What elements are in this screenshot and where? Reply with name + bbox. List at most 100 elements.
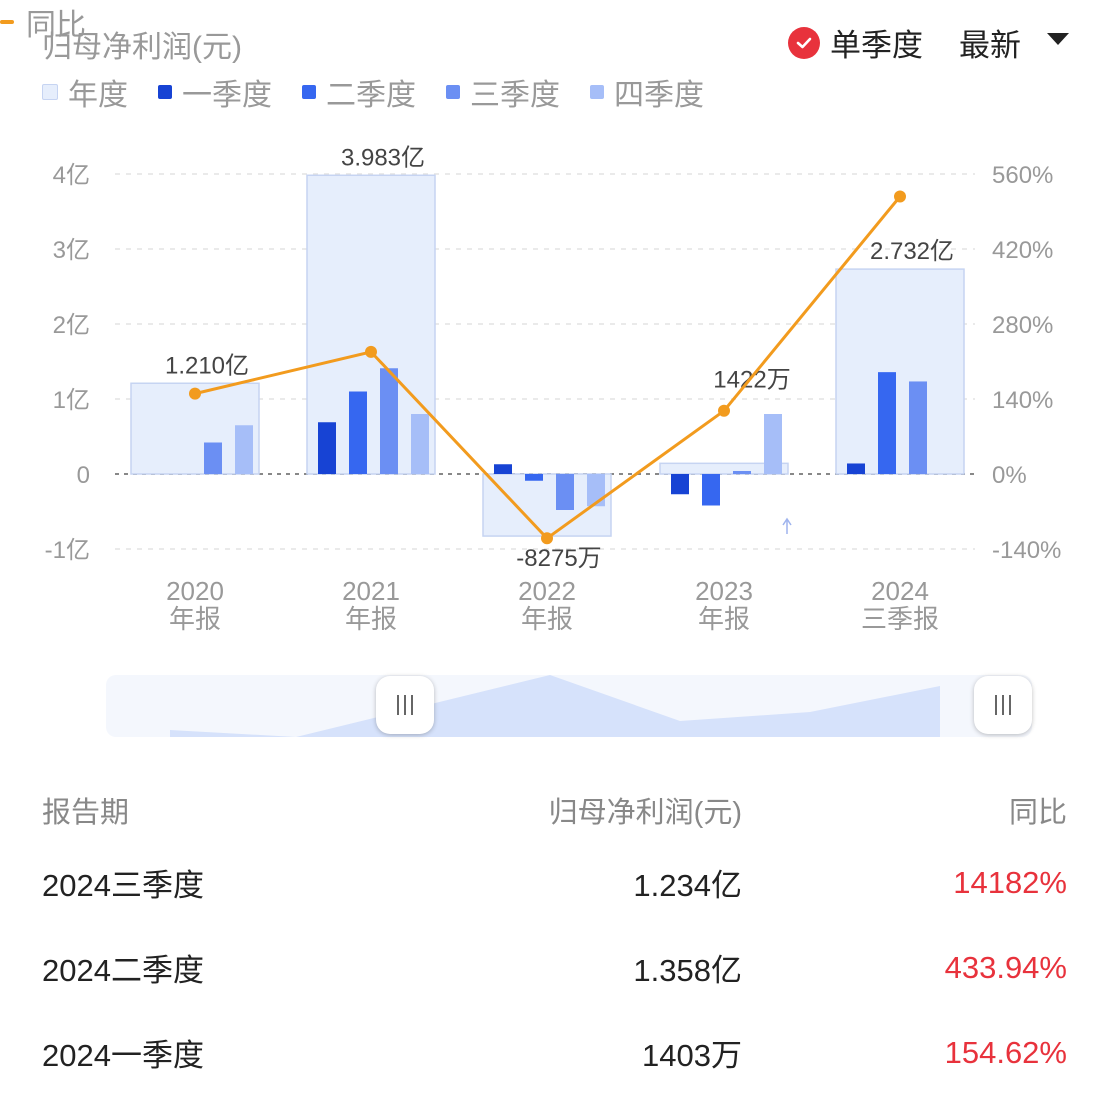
quarter-bar	[733, 471, 751, 474]
y-right-tick-label: 140%	[992, 387, 1053, 414]
legend-swatch-q1	[158, 85, 172, 99]
legend-swatch-q4	[590, 85, 604, 99]
row-value: 1.234亿	[633, 868, 742, 903]
annual-bar	[659, 462, 789, 475]
y-right-tick-label: 280%	[992, 312, 1053, 339]
legend-label-q3: 三季度	[470, 79, 560, 112]
row-yoy: 14182%	[953, 864, 1067, 900]
range-slider-preview	[170, 675, 940, 737]
quarter-bar	[878, 372, 896, 474]
quarter-bar	[411, 414, 429, 474]
annual-data-label: 2.732亿	[870, 238, 954, 265]
series-legend: 年度 一季度 二季度 三季度 四季度	[42, 70, 734, 114]
quarter-bar	[702, 474, 720, 506]
quarter-bar	[909, 381, 927, 474]
legend-swatch-annual	[42, 84, 58, 100]
quarter-bar	[556, 474, 574, 510]
table-header: 报告期 归母净利润(元) 同比	[42, 780, 1067, 840]
x-category-label: 2020	[166, 576, 224, 606]
table-row[interactable]: 2024一季度 1403万 154.62%	[42, 1010, 1067, 1095]
x-category-sublabel: 三季报	[861, 604, 939, 634]
header-yoy: 同比	[1008, 797, 1067, 829]
range-preview-selected	[170, 675, 940, 737]
row-value: 1403万	[642, 1038, 742, 1073]
y-left-tick-label: 0	[77, 462, 90, 489]
legend-item-q1[interactable]: 一季度	[158, 70, 272, 114]
table-row[interactable]: 2024二季度 1.358亿 433.94%	[42, 925, 1067, 1010]
annual-data-label: 1422万	[713, 366, 790, 393]
quarter-bar	[494, 464, 512, 474]
grip-icon	[397, 695, 413, 715]
quarter-bar	[847, 463, 865, 474]
yoy-point	[541, 532, 553, 545]
yoy-point	[894, 190, 906, 203]
table-row[interactable]: 2024三季度 1.234亿 14182%	[42, 840, 1067, 925]
row-period: 2024一季度	[42, 1038, 204, 1073]
metric-title: 归母净利润(元)	[42, 22, 242, 66]
legend-item-annual[interactable]: 年度	[42, 70, 128, 114]
net-profit-chart[interactable]: 4亿 560% 3亿 420% 2亿 280% 1亿 140% 0 0% -1亿 -140% 1.210…	[0, 120, 1109, 650]
row-period: 2024三季度	[42, 868, 204, 903]
x-category-sublabel: 年报	[698, 604, 750, 634]
x-category-label: 2023	[695, 576, 753, 606]
x-category-sublabel: 年报	[345, 604, 397, 634]
checkmark-icon[interactable]	[788, 26, 820, 59]
header-value: 归母净利润(元)	[548, 797, 742, 829]
quarter-bar	[204, 442, 222, 474]
profit-table: 报告期 归母净利润(元) 同比 2024三季度 1.234亿 14182% 20…	[42, 780, 1067, 1095]
legend-swatch-q2	[302, 85, 316, 99]
quarter-bar	[235, 425, 253, 474]
checkmark-glyph	[796, 37, 812, 48]
quarter-bar	[380, 368, 398, 474]
caret-down-icon[interactable]	[1047, 32, 1069, 45]
annual-data-label: 1.210亿	[165, 352, 249, 379]
y-right-tick-label: 0%	[992, 462, 1027, 489]
grip-icon	[995, 695, 1011, 715]
row-period: 2024二季度	[42, 953, 204, 988]
x-category-sublabel: 年报	[169, 604, 221, 634]
y-right-tick-label: 420%	[992, 237, 1053, 264]
range-slider-track[interactable]	[106, 675, 1032, 737]
y-right-tick-label: 560%	[992, 162, 1053, 189]
annual-data-label: 3.983亿	[341, 144, 425, 171]
legend-swatch-q3	[446, 85, 460, 99]
yoy-point	[365, 345, 377, 358]
legend-label-q2: 二季度	[326, 79, 416, 112]
legend-label-q4: 四季度	[614, 79, 704, 112]
x-category-label: 2024	[871, 576, 929, 606]
yoy-legend-label: 同比	[26, 9, 86, 42]
annual-data-label: -8275万	[516, 545, 601, 572]
y-left-tick-label: 1亿	[53, 387, 90, 414]
legend-label-q1: 一季度	[182, 79, 272, 112]
range-slider-right-handle[interactable]	[974, 676, 1032, 734]
latest-dropdown[interactable]: 最新	[959, 28, 1021, 63]
x-category-label: 2022	[518, 576, 576, 606]
y-left-tick-label: -1亿	[45, 537, 90, 564]
x-category-sublabel: 年报	[521, 604, 573, 634]
y-left-tick-label: 2亿	[53, 312, 90, 339]
legend-item-q4[interactable]: 四季度	[590, 70, 704, 114]
arrow-up-icon	[782, 517, 792, 534]
quarter-bar	[349, 391, 367, 474]
header-period: 报告期	[42, 797, 130, 829]
quarter-bar	[764, 414, 782, 474]
single-quarter-toggle[interactable]: 单季度	[830, 28, 923, 63]
legend-item-q3[interactable]: 三季度	[446, 70, 560, 114]
metric-title-text: 归母净利润(元)	[42, 31, 242, 64]
annual-bar	[835, 268, 965, 475]
yoy-point	[189, 387, 201, 400]
quarter-bar	[318, 422, 336, 474]
legend-item-q2[interactable]: 二季度	[302, 70, 416, 114]
quarter-bar	[671, 474, 689, 495]
row-yoy: 154.62%	[944, 1034, 1067, 1070]
legend-label-annual: 年度	[68, 79, 128, 112]
y-right-tick-label: -140%	[992, 537, 1061, 564]
x-category-label: 2021	[342, 576, 400, 606]
range-slider-left-handle[interactable]	[376, 676, 434, 734]
row-value: 1.358亿	[633, 953, 742, 988]
yoy-legend-marker	[0, 20, 14, 24]
y-left-tick-label: 4亿	[53, 162, 90, 189]
yoy-legend[interactable]: 同比	[0, 0, 1109, 44]
chart-controls: 单季度 最新	[788, 20, 1069, 65]
y-left-tick-label: 3亿	[53, 237, 90, 264]
